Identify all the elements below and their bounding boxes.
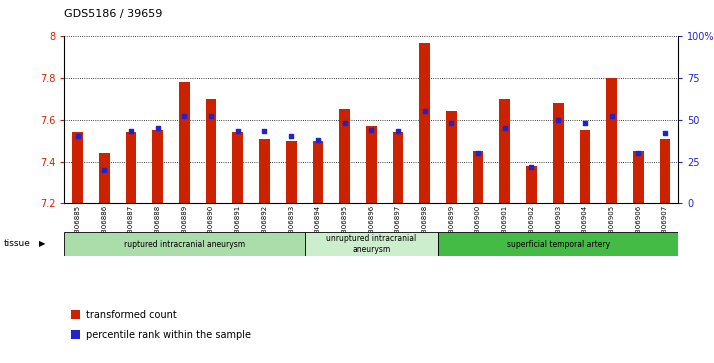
Point [553,117,564,123]
Point [579,120,590,126]
Point [606,114,618,119]
Bar [286,140,296,203]
Bar [152,130,163,203]
Bar [126,132,136,203]
Bar [473,151,483,203]
Text: transformed count: transformed count [86,310,176,320]
Bar [339,109,350,203]
Point [206,114,217,119]
Point [339,120,351,126]
Point [178,114,190,119]
Point [286,134,297,139]
Point [499,125,511,131]
Bar [393,132,403,203]
Bar [305,232,438,256]
Point [392,129,403,134]
Point [659,130,670,136]
Bar [606,78,617,203]
Text: percentile rank within the sample: percentile rank within the sample [86,330,251,340]
Bar [313,140,323,203]
Bar [72,132,83,203]
Bar [64,232,305,256]
Point [366,127,377,133]
Bar [446,111,457,203]
Point [473,150,484,156]
Point [72,134,84,139]
Bar [99,153,110,203]
Bar [233,132,243,203]
Point [526,164,537,170]
Text: ruptured intracranial aneurysm: ruptured intracranial aneurysm [124,240,245,249]
Bar [419,42,430,203]
Bar [179,82,190,203]
Bar [438,232,678,256]
Bar [633,151,643,203]
Bar [580,130,590,203]
Bar [206,99,216,203]
Bar [499,99,510,203]
Point [419,109,431,114]
Bar [553,103,563,203]
Bar [526,166,537,203]
Text: superficial temporal artery: superficial temporal artery [507,240,610,249]
Text: ▶: ▶ [39,240,45,248]
Point [258,129,270,134]
Point [152,125,164,131]
Text: tissue: tissue [4,240,31,248]
Bar [660,139,670,203]
Bar [259,139,270,203]
Point [232,129,243,134]
Bar [366,126,376,203]
Point [633,150,644,156]
Text: GDS5186 / 39659: GDS5186 / 39659 [64,9,163,19]
Point [312,137,323,143]
Text: unruptured intracranial
aneurysm: unruptured intracranial aneurysm [326,234,416,254]
Point [446,120,457,126]
Point [99,167,110,173]
Point [125,129,136,134]
